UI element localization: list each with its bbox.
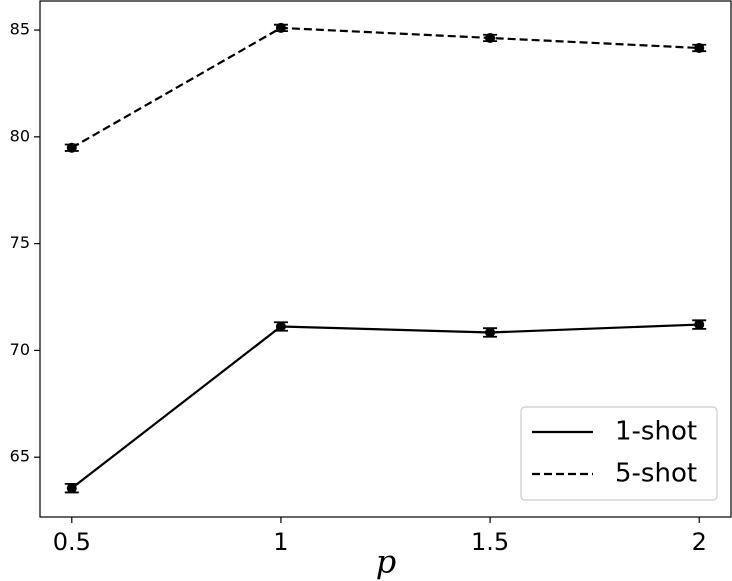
point xyxy=(485,327,496,338)
series-line xyxy=(71,323,700,490)
point xyxy=(66,483,77,494)
legend-label: 1-shot xyxy=(615,417,697,447)
point xyxy=(66,142,77,153)
legend-box xyxy=(520,406,718,501)
point xyxy=(485,32,496,43)
x-tick-label: 1.5 xyxy=(471,528,509,556)
x-axis-label: p xyxy=(376,543,396,581)
y-tick-label: 75 xyxy=(10,233,30,252)
legend-label: 5-shot xyxy=(615,459,697,489)
x-tick-label: 0.5 xyxy=(53,528,91,556)
series-line xyxy=(71,26,700,149)
y-tick-label: 85 xyxy=(10,20,30,39)
point xyxy=(275,22,286,33)
y-tick-label: 65 xyxy=(10,447,30,466)
point xyxy=(275,321,286,332)
x-tick-label: 2 xyxy=(692,528,707,556)
point xyxy=(694,42,705,53)
x-tick-label: 1 xyxy=(273,528,288,556)
plot-frame xyxy=(39,0,732,518)
point xyxy=(694,319,705,330)
y-tick-label: 70 xyxy=(10,340,30,359)
y-tick-label: 80 xyxy=(10,126,30,145)
